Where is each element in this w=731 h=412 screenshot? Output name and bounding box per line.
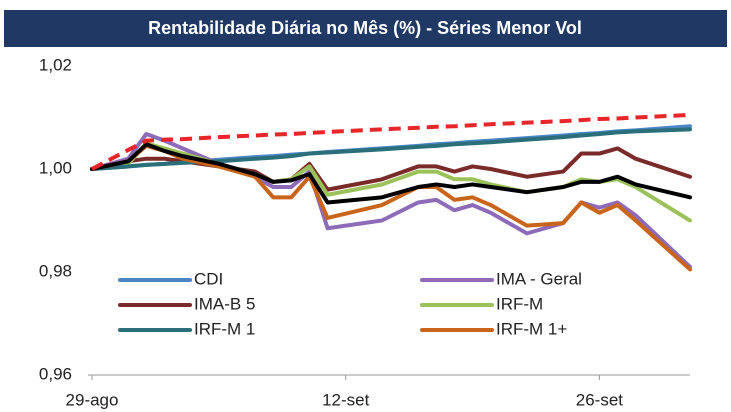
x-tick-label: 12-set	[322, 390, 370, 409]
chart-title: Rentabilidade Diária no Mês (%) - Séries…	[148, 18, 582, 38]
x-tick-label: 26-set	[576, 390, 624, 409]
series-line	[90, 142, 692, 205]
y-tick-label: 1,02	[39, 55, 72, 74]
series-line	[90, 143, 692, 272]
series-line	[90, 146, 692, 192]
title-bar	[4, 10, 727, 47]
legend-label: IRF-M 1+	[496, 319, 567, 338]
series-line	[91, 112, 691, 171]
legend-label: IRF-M 1	[194, 319, 255, 338]
legend-label: IMA-B 5	[194, 294, 255, 313]
series-line	[90, 141, 692, 223]
y-tick-label: 1,00	[39, 158, 72, 177]
y-tick-label: 0,96	[39, 364, 72, 383]
series-line	[90, 127, 692, 171]
legend-label: IMA - Geral	[496, 269, 582, 288]
legend-label: CDI	[194, 269, 223, 288]
legend-label: IRF-M	[496, 294, 543, 313]
x-tick-label: 29-ago	[66, 390, 119, 409]
y-tick-label: 0,98	[39, 261, 72, 280]
